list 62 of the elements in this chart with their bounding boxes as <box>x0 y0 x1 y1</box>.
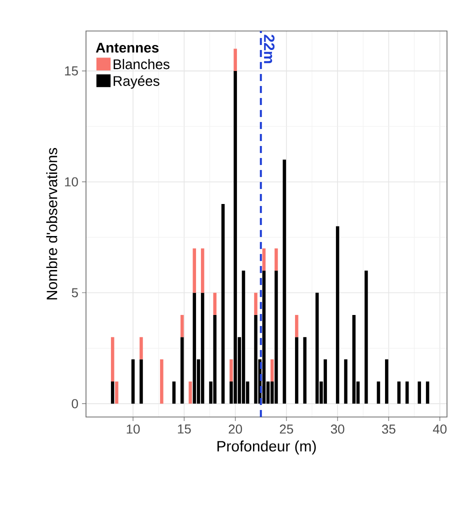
y-tick-label: 5 <box>72 288 78 298</box>
bar <box>295 314 298 338</box>
bar <box>303 337 306 404</box>
bar <box>188 382 192 404</box>
bar <box>274 270 278 404</box>
legend-title: Antennes <box>96 42 159 53</box>
x-tick-label: 10 <box>126 424 140 434</box>
legend-label: Rayées <box>114 76 160 89</box>
x-tick-label: 30 <box>330 424 344 434</box>
bar <box>270 359 274 382</box>
bar <box>262 270 266 404</box>
bar <box>140 337 143 360</box>
bar <box>192 292 196 404</box>
x-tick-label: 25 <box>280 424 294 434</box>
bar <box>315 292 319 404</box>
bar <box>172 382 176 404</box>
bar <box>180 314 184 338</box>
y-tick-label: 10 <box>65 177 78 186</box>
y-axis-title: Nombre d'observations <box>46 148 58 300</box>
bar <box>397 382 401 404</box>
bar <box>262 248 266 271</box>
legend-label: Blanches <box>114 58 170 70</box>
bar <box>230 359 233 382</box>
bar <box>180 337 184 404</box>
bar <box>295 337 298 404</box>
bar <box>418 382 422 404</box>
x-tick-label: 40 <box>432 424 447 434</box>
bar <box>160 359 164 404</box>
bar <box>364 270 368 404</box>
bar <box>405 382 409 404</box>
x-axis-title: Profondeur (m) <box>217 440 316 454</box>
bar <box>336 226 340 404</box>
bar <box>385 359 388 404</box>
ref-line-label: 22m <box>264 34 275 64</box>
bar <box>200 248 204 293</box>
bar <box>221 204 225 404</box>
bar <box>254 314 258 404</box>
bar <box>115 382 118 404</box>
bar <box>213 292 216 315</box>
bar <box>352 314 356 404</box>
bar <box>426 382 430 404</box>
bar <box>131 359 135 404</box>
bar <box>254 292 258 315</box>
bar <box>324 359 327 404</box>
bar <box>192 248 196 293</box>
y-tick-label: 15 <box>65 66 78 76</box>
bar <box>110 337 114 382</box>
x-tick-label: 15 <box>178 424 191 434</box>
bar <box>200 292 204 404</box>
bar <box>274 248 278 271</box>
bar <box>110 382 114 404</box>
x-tick-label: 35 <box>382 424 396 434</box>
bar <box>344 359 348 404</box>
bar <box>234 48 237 71</box>
x-tick-label: 20 <box>228 424 242 434</box>
bar <box>282 160 286 404</box>
bar <box>376 382 380 404</box>
bar <box>234 70 237 404</box>
bar <box>213 314 216 404</box>
bar <box>242 270 246 404</box>
bar <box>140 359 143 404</box>
y-tick-label: 0 <box>72 399 78 408</box>
